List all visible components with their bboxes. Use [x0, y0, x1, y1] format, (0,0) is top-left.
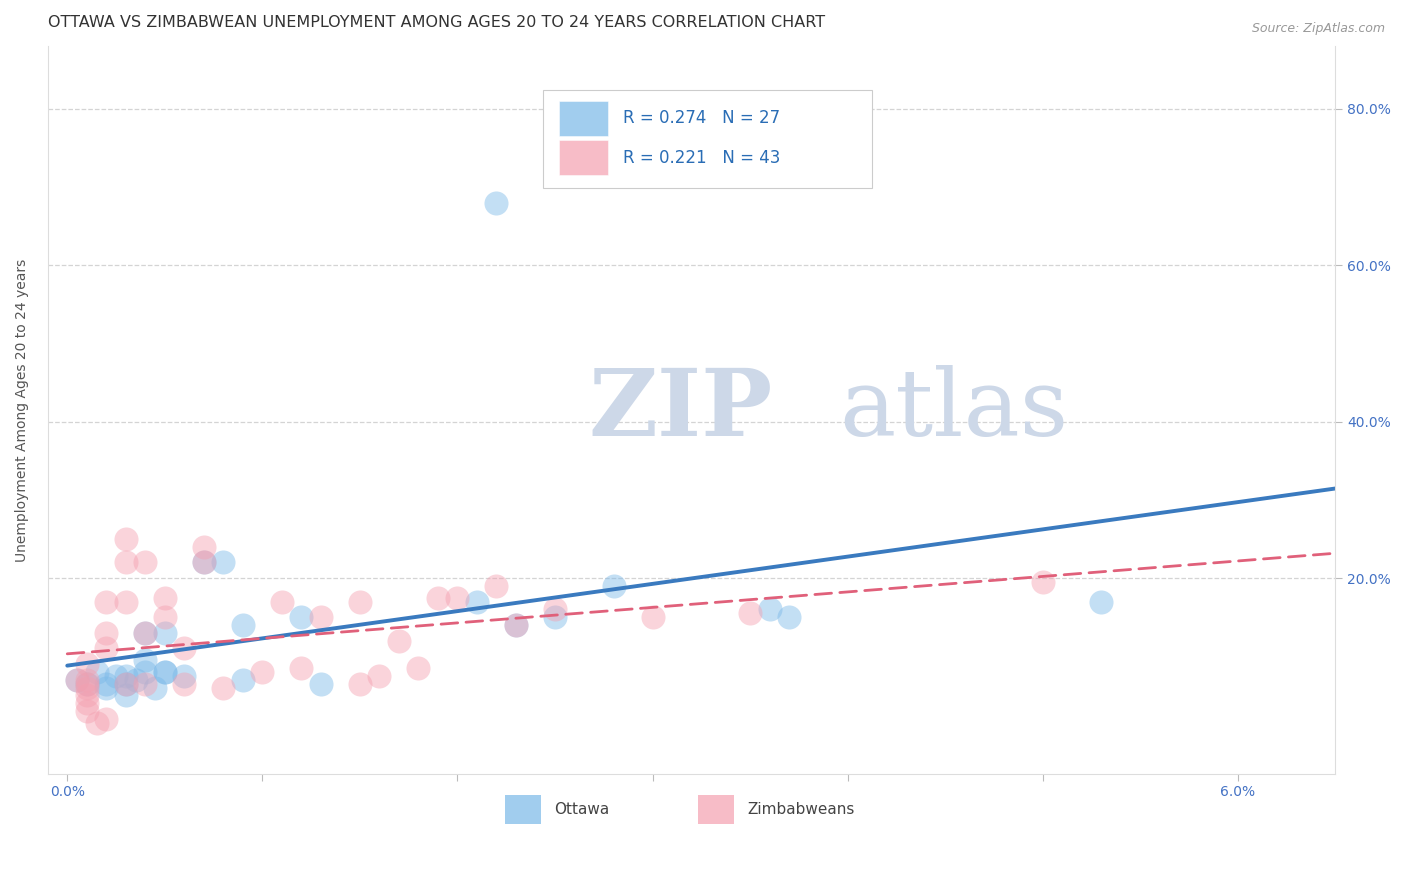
- Point: [66, 673, 89, 687]
- Point: [544, 602, 567, 616]
- Point: [290, 661, 312, 675]
- Point: [76, 676, 98, 690]
- Text: Ottawa: Ottawa: [554, 803, 609, 817]
- Point: [544, 610, 567, 624]
- Bar: [560, 140, 607, 175]
- FancyBboxPatch shape: [544, 90, 872, 188]
- Point: [602, 579, 624, 593]
- Point: [408, 661, 430, 675]
- Point: [96, 641, 118, 656]
- Point: [309, 676, 332, 690]
- Point: [134, 653, 156, 667]
- Point: [86, 665, 108, 679]
- Point: [1032, 574, 1054, 589]
- Point: [349, 676, 371, 690]
- Point: [76, 696, 98, 710]
- Point: [193, 556, 215, 570]
- Point: [212, 556, 235, 570]
- Point: [270, 594, 292, 608]
- Point: [153, 610, 176, 624]
- Point: [505, 618, 527, 632]
- Point: [76, 704, 98, 718]
- Point: [193, 540, 215, 554]
- Text: Zimbabweans: Zimbabweans: [747, 803, 855, 817]
- Point: [96, 712, 118, 726]
- Point: [114, 689, 136, 703]
- Point: [134, 625, 156, 640]
- Point: [96, 625, 118, 640]
- Point: [232, 618, 254, 632]
- Point: [105, 669, 128, 683]
- Point: [173, 641, 195, 656]
- Point: [114, 594, 136, 608]
- Point: [96, 594, 118, 608]
- Text: atlas: atlas: [839, 365, 1069, 455]
- Point: [465, 594, 488, 608]
- Point: [114, 676, 136, 690]
- Point: [114, 676, 136, 690]
- Point: [153, 625, 176, 640]
- Text: R = 0.274   N = 27: R = 0.274 N = 27: [623, 110, 780, 128]
- Point: [485, 579, 508, 593]
- Point: [143, 681, 166, 695]
- Point: [114, 532, 136, 546]
- Point: [134, 625, 156, 640]
- Point: [193, 556, 215, 570]
- Point: [252, 665, 274, 679]
- Point: [173, 676, 195, 690]
- Point: [446, 591, 468, 605]
- Point: [738, 607, 761, 621]
- Point: [153, 665, 176, 679]
- Point: [778, 610, 800, 624]
- Bar: [560, 101, 607, 136]
- Text: Source: ZipAtlas.com: Source: ZipAtlas.com: [1251, 22, 1385, 36]
- Point: [96, 676, 118, 690]
- Point: [388, 633, 411, 648]
- Text: OTTAWA VS ZIMBABWEAN UNEMPLOYMENT AMONG AGES 20 TO 24 YEARS CORRELATION CHART: OTTAWA VS ZIMBABWEAN UNEMPLOYMENT AMONG …: [48, 15, 825, 30]
- Point: [505, 618, 527, 632]
- Point: [76, 689, 98, 703]
- Point: [96, 681, 118, 695]
- Point: [232, 673, 254, 687]
- Point: [368, 669, 391, 683]
- Point: [173, 669, 195, 683]
- Bar: [697, 796, 734, 824]
- Y-axis label: Unemployment Among Ages 20 to 24 years: Unemployment Among Ages 20 to 24 years: [15, 259, 30, 562]
- Point: [485, 195, 508, 210]
- Point: [66, 673, 89, 687]
- Point: [426, 591, 449, 605]
- Point: [76, 676, 98, 690]
- Point: [114, 669, 136, 683]
- Bar: [505, 796, 541, 824]
- Point: [309, 610, 332, 624]
- Point: [212, 681, 235, 695]
- Point: [134, 556, 156, 570]
- Point: [76, 681, 98, 695]
- Point: [134, 665, 156, 679]
- Point: [758, 602, 780, 616]
- Point: [349, 594, 371, 608]
- Text: ZIP: ZIP: [589, 365, 773, 455]
- Point: [153, 665, 176, 679]
- Point: [153, 591, 176, 605]
- Point: [76, 673, 98, 687]
- Text: R = 0.221   N = 43: R = 0.221 N = 43: [623, 149, 780, 167]
- Point: [124, 673, 146, 687]
- Point: [114, 556, 136, 570]
- Point: [1090, 594, 1112, 608]
- Point: [76, 657, 98, 671]
- Point: [134, 676, 156, 690]
- Point: [86, 715, 108, 730]
- Point: [641, 610, 664, 624]
- Point: [290, 610, 312, 624]
